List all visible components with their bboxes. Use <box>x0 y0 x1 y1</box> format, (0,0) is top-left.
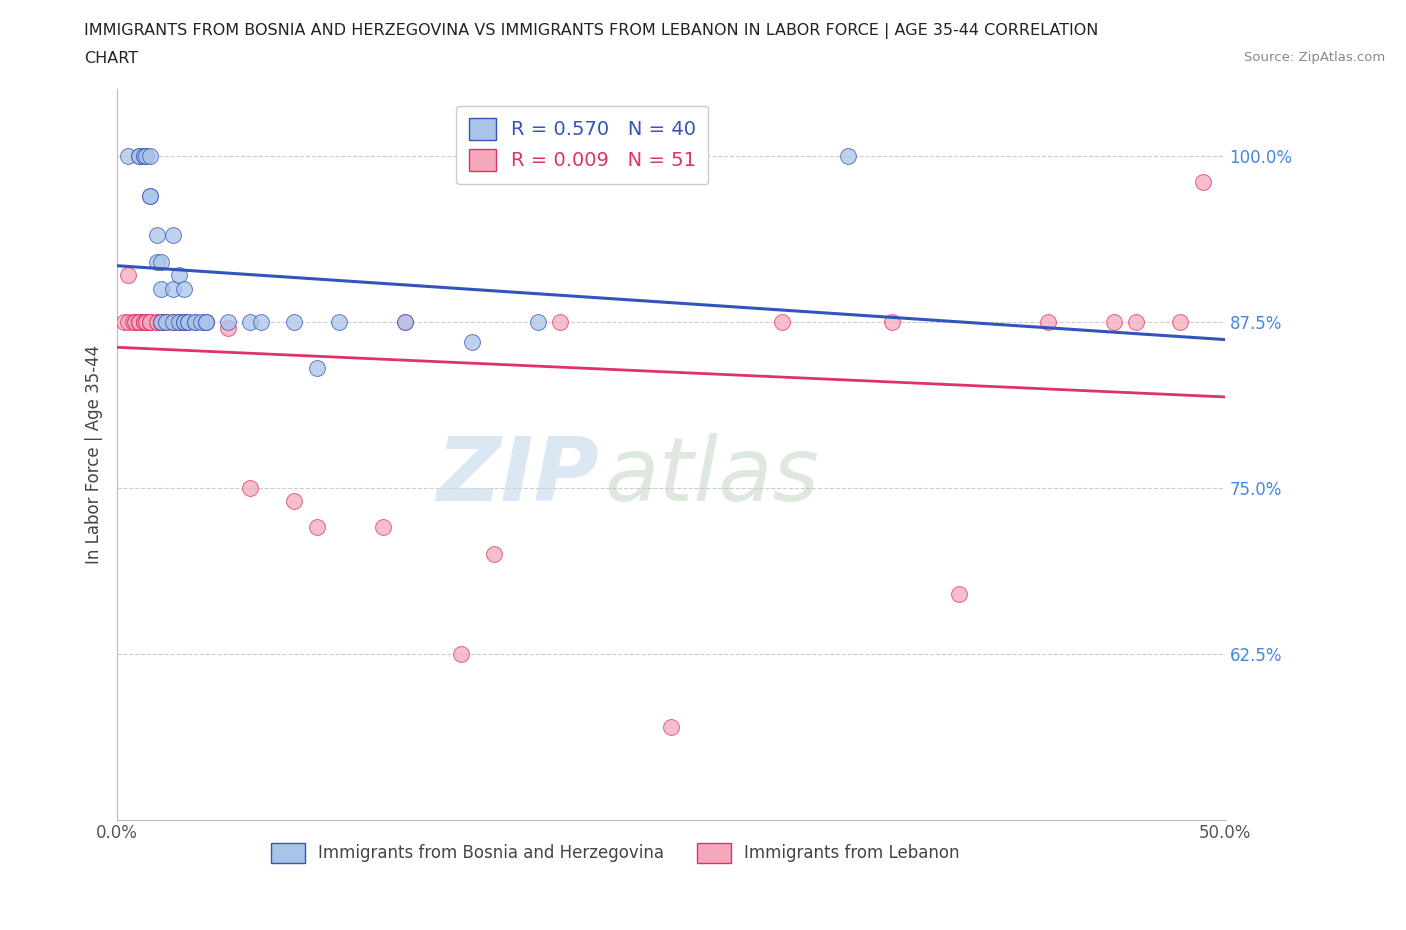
Point <box>283 314 305 329</box>
Point <box>139 314 162 329</box>
Point <box>394 314 416 329</box>
Point <box>117 314 139 329</box>
Point <box>837 149 859 164</box>
Point <box>1125 314 1147 329</box>
Point <box>548 314 571 329</box>
Point <box>460 334 482 349</box>
Point <box>150 314 173 329</box>
Point <box>117 268 139 283</box>
Point <box>128 149 150 164</box>
Point <box>124 314 146 329</box>
Point <box>121 314 143 329</box>
Text: atlas: atlas <box>605 433 820 519</box>
Point <box>173 281 195 296</box>
Point <box>135 149 157 164</box>
Point <box>194 314 217 329</box>
Point <box>135 314 157 329</box>
Point <box>167 314 190 329</box>
Point <box>162 314 184 329</box>
Point <box>132 314 155 329</box>
Point <box>1191 175 1213 190</box>
Point <box>128 314 150 329</box>
Point <box>167 314 190 329</box>
Point <box>150 281 173 296</box>
Point <box>150 255 173 270</box>
Point <box>146 314 169 329</box>
Point <box>1102 314 1125 329</box>
Legend: Immigrants from Bosnia and Herzegovina, Immigrants from Lebanon: Immigrants from Bosnia and Herzegovina, … <box>264 836 966 870</box>
Text: IMMIGRANTS FROM BOSNIA AND HERZEGOVINA VS IMMIGRANTS FROM LEBANON IN LABOR FORCE: IMMIGRANTS FROM BOSNIA AND HERZEGOVINA V… <box>84 23 1098 39</box>
Point <box>128 149 150 164</box>
Point <box>139 314 162 329</box>
Point <box>173 314 195 329</box>
Point <box>190 314 212 329</box>
Point <box>132 314 155 329</box>
Point <box>155 314 177 329</box>
Text: ZIP: ZIP <box>436 432 599 520</box>
Point <box>659 719 682 734</box>
Point <box>132 149 155 164</box>
Point <box>146 314 169 329</box>
Point <box>139 314 162 329</box>
Point <box>177 314 200 329</box>
Point <box>139 188 162 203</box>
Point <box>155 314 177 329</box>
Point <box>527 314 550 329</box>
Point <box>1036 314 1059 329</box>
Text: Source: ZipAtlas.com: Source: ZipAtlas.com <box>1244 51 1385 64</box>
Point <box>139 149 162 164</box>
Point <box>162 228 184 243</box>
Point <box>128 314 150 329</box>
Point <box>450 646 472 661</box>
Point <box>146 228 169 243</box>
Point <box>150 314 173 329</box>
Point <box>770 314 793 329</box>
Point <box>194 314 217 329</box>
Point <box>217 314 239 329</box>
Point <box>250 314 273 329</box>
Y-axis label: In Labor Force | Age 35-44: In Labor Force | Age 35-44 <box>86 345 103 564</box>
Point <box>155 314 177 329</box>
Point <box>135 314 157 329</box>
Point <box>371 520 394 535</box>
Point <box>128 314 150 329</box>
Point <box>183 314 205 329</box>
Point <box>150 314 173 329</box>
Point <box>1170 314 1192 329</box>
Point <box>217 321 239 336</box>
Point <box>162 314 184 329</box>
Point <box>328 314 350 329</box>
Point <box>162 281 184 296</box>
Point <box>139 188 162 203</box>
Point <box>239 480 262 495</box>
Point <box>882 314 904 329</box>
Text: CHART: CHART <box>84 51 138 66</box>
Point <box>167 314 190 329</box>
Point <box>183 314 205 329</box>
Point <box>173 314 195 329</box>
Point <box>305 361 328 376</box>
Point <box>132 149 155 164</box>
Point <box>112 314 135 329</box>
Point <box>132 314 155 329</box>
Point <box>305 520 328 535</box>
Point <box>239 314 262 329</box>
Point <box>394 314 416 329</box>
Point <box>948 587 970 602</box>
Point <box>173 314 195 329</box>
Point <box>283 494 305 509</box>
Point <box>177 314 200 329</box>
Point <box>162 314 184 329</box>
Point <box>194 314 217 329</box>
Point <box>482 547 505 562</box>
Point <box>167 268 190 283</box>
Point <box>146 255 169 270</box>
Point <box>128 314 150 329</box>
Point <box>124 314 146 329</box>
Point <box>150 314 173 329</box>
Point <box>173 314 195 329</box>
Point <box>117 149 139 164</box>
Point <box>139 314 162 329</box>
